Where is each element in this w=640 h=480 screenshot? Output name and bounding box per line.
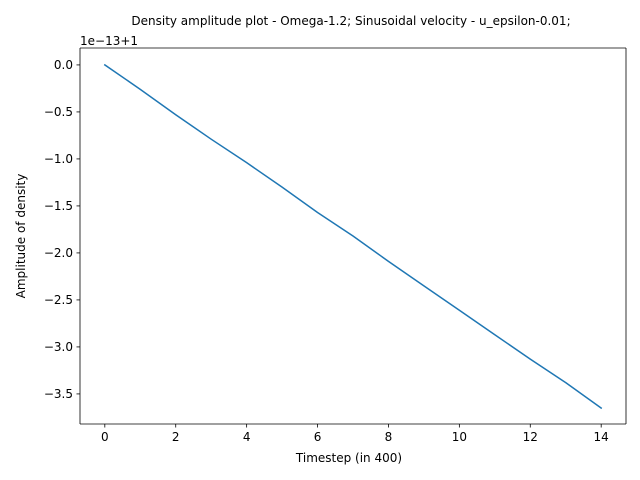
y-tick-label: −2.5 bbox=[44, 293, 73, 307]
x-tick-label: 2 bbox=[172, 430, 180, 444]
y-tick-label: −3.0 bbox=[44, 340, 73, 354]
y-tick-label: −3.5 bbox=[44, 387, 73, 401]
y-tick-label: −1.0 bbox=[44, 152, 73, 166]
x-tick-label: 6 bbox=[314, 430, 322, 444]
x-tick-label: 0 bbox=[101, 430, 109, 444]
y-tick-label: 0.0 bbox=[54, 58, 73, 72]
chart-title: Density amplitude plot - Omega-1.2; Sinu… bbox=[131, 14, 570, 28]
x-tick-label: 10 bbox=[452, 430, 467, 444]
x-tick-label: 14 bbox=[594, 430, 609, 444]
y-axis-offset-text: 1e−13+1 bbox=[80, 34, 138, 48]
series-line-0 bbox=[103, 63, 603, 410]
y-tick-label: −0.5 bbox=[44, 105, 73, 119]
plot-area: 0 2 4 6 8 10 12 14 0.0 −0.5 −1.0 −1.5 −2.0 −2.5 −3.0 −3… bbox=[44, 47, 627, 444]
x-tick-label: 8 bbox=[385, 430, 393, 444]
x-tick-label: 12 bbox=[523, 430, 538, 444]
x-axis-label: Timestep (in 400) bbox=[295, 451, 402, 465]
y-axis-label: Amplitude of density bbox=[14, 174, 28, 299]
y-tick-label: −2.0 bbox=[44, 246, 73, 260]
x-tick-label: 4 bbox=[243, 430, 251, 444]
y-tick-label: −1.5 bbox=[44, 199, 73, 213]
